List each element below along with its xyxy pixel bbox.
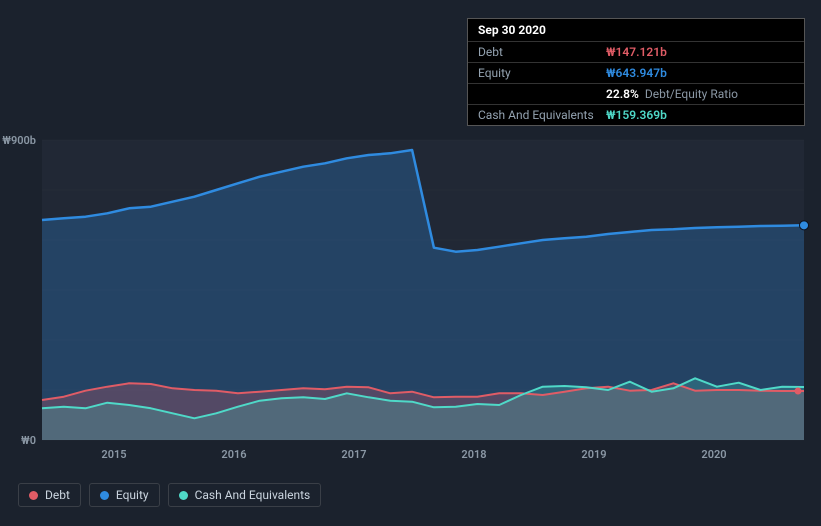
legend-dot — [100, 491, 109, 500]
tooltip-row-label: Debt — [478, 45, 606, 59]
tooltip-row-value: ₩643.947b — [606, 66, 667, 80]
svg-text:2019: 2019 — [581, 448, 606, 461]
svg-text:2015: 2015 — [101, 448, 126, 461]
legend-label: Cash And Equivalents — [195, 488, 311, 502]
tooltip-row: Equity₩643.947b — [468, 62, 804, 83]
tooltip-row-value: 22.8% — [606, 87, 639, 101]
svg-text:2018: 2018 — [461, 448, 486, 461]
svg-text:2020: 2020 — [701, 448, 726, 461]
legend-dot — [179, 491, 188, 500]
tooltip-title: Sep 30 2020 — [468, 19, 804, 41]
tooltip-row-label: Cash And Equivalents — [478, 108, 606, 122]
tooltip-row: Debt₩147.121b — [468, 41, 804, 62]
tooltip-row: Cash And Equivalents₩159.369b — [468, 104, 804, 125]
legend-item[interactable]: Cash And Equivalents — [168, 483, 322, 507]
svg-text:₩900b: ₩900b — [2, 134, 36, 147]
tooltip-row: 22.8% Debt/Equity Ratio — [468, 83, 804, 104]
tooltip-row-value: ₩159.369b — [606, 108, 667, 122]
tooltip-rows: Debt₩147.121bEquity₩643.947b22.8%Debt/Eq… — [468, 41, 804, 125]
legend-label: Equity — [116, 488, 149, 502]
chart-container: ₩0 ₩900b 2015 2016 2017 2018 2019 2020 Sep 30 2… — [0, 0, 821, 526]
legend-label: Debt — [45, 488, 70, 502]
tooltip-box: Sep 30 2020 Debt₩147.121bEquity₩643.947b… — [467, 18, 805, 126]
legend: Debt Equity Cash And Equivalents — [18, 483, 321, 507]
svg-text:2017: 2017 — [341, 448, 366, 461]
svg-text:₩0: ₩0 — [21, 434, 36, 447]
legend-dot — [29, 491, 38, 500]
tooltip-row-extra: Debt/Equity Ratio — [645, 87, 738, 101]
svg-text:2016: 2016 — [221, 448, 246, 461]
tooltip-row-value: ₩147.121b — [606, 45, 667, 59]
legend-item[interactable]: Debt — [18, 483, 81, 507]
tooltip-row-label: Equity — [478, 66, 606, 80]
legend-item[interactable]: Equity — [89, 483, 160, 507]
tooltip-row-label — [478, 87, 606, 101]
